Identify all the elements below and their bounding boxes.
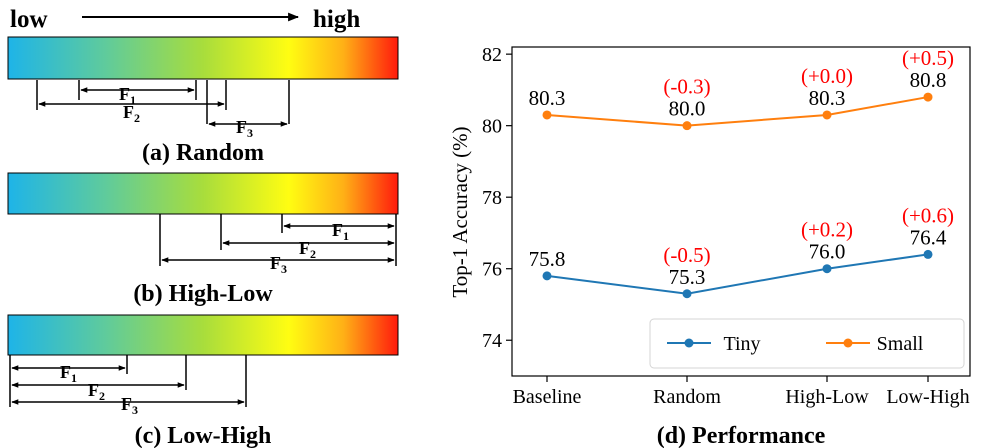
high-label: high bbox=[313, 6, 360, 33]
f3-label: F3 bbox=[270, 253, 287, 276]
delta-label: (+0.5) bbox=[902, 46, 954, 70]
high-low-diagram: F1 F2 F3 (b) High-Low bbox=[7, 172, 399, 307]
series-line-small bbox=[546, 96, 929, 127]
frequency-bar-random bbox=[7, 36, 399, 80]
data-point bbox=[682, 121, 692, 131]
delta-label: (+0.6) bbox=[902, 203, 954, 227]
value-label: 80.3 bbox=[809, 86, 846, 110]
delta-label: (-0.3) bbox=[663, 75, 710, 99]
f2-label: F2 bbox=[299, 238, 316, 261]
f3-label: F3 bbox=[121, 394, 138, 417]
value-label: 76.4 bbox=[910, 225, 947, 249]
low-high-diagram: F1 F2 F3 (c) Low-High bbox=[7, 314, 399, 448]
y-axis: 74 76 78 80 82 bbox=[482, 44, 512, 352]
data-point bbox=[542, 271, 552, 281]
frequency-bar-low-high bbox=[7, 314, 399, 356]
legend-marker-small bbox=[843, 338, 853, 348]
random-diagram: F1 F2 F3 (a) Random bbox=[7, 36, 399, 166]
plot-frame bbox=[511, 46, 971, 377]
data-point bbox=[923, 92, 933, 102]
legend-marker-tiny bbox=[684, 338, 694, 348]
legend-label-tiny: Tiny bbox=[723, 333, 760, 355]
series-layer bbox=[542, 92, 933, 299]
delta-label: (+0.0) bbox=[801, 64, 853, 88]
x-axis: Baseline Random High-Low Low-High bbox=[513, 376, 970, 408]
data-labels: 75.8 75.3(-0.5) 76.0(+0.2) 76.4(+0.6) 80.3 80… bbox=[529, 46, 954, 289]
x-tick-label: High-Low bbox=[785, 386, 869, 408]
frequency-bar-high-low bbox=[7, 172, 399, 215]
x-tick-label: Baseline bbox=[513, 386, 582, 408]
f1-label: F1 bbox=[119, 84, 136, 107]
value-label: 80.8 bbox=[910, 68, 947, 92]
value-label: 76.0 bbox=[809, 240, 846, 264]
x-tick-label: Random bbox=[653, 386, 721, 408]
caption-low-high: (c) Low-High bbox=[135, 423, 272, 448]
delta-label: (+0.2) bbox=[801, 218, 853, 242]
y-axis-label: Top-1 Accuracy (%) bbox=[448, 126, 472, 297]
value-label: 80.0 bbox=[669, 97, 706, 121]
frequency-panel: low high F1 F2 F3 (a) Random bbox=[7, 6, 399, 448]
f2-label: F2 bbox=[88, 380, 105, 403]
data-point bbox=[822, 264, 832, 274]
caption-high-low: (b) High-Low bbox=[133, 281, 273, 307]
data-point bbox=[682, 289, 692, 299]
low-label: low bbox=[10, 6, 48, 33]
y-tick-label: 74 bbox=[482, 330, 502, 352]
legend-box bbox=[649, 318, 965, 369]
y-tick-label: 76 bbox=[482, 259, 502, 281]
value-label: 75.3 bbox=[669, 265, 706, 289]
caption-performance: (d) Performance bbox=[657, 423, 826, 448]
f2-label: F2 bbox=[123, 102, 140, 125]
value-label: 80.3 bbox=[529, 86, 566, 110]
x-tick-label: Low-High bbox=[886, 386, 969, 408]
data-point bbox=[822, 110, 832, 120]
caption-random: (a) Random bbox=[142, 140, 264, 166]
legend-label-small: Small bbox=[877, 333, 924, 355]
y-tick-label: 82 bbox=[482, 44, 502, 66]
performance-chart: 74 76 78 80 82 Baseline Random High-Low Low-Hig… bbox=[448, 44, 971, 448]
series-line-tiny bbox=[546, 253, 929, 295]
f1-label: F1 bbox=[60, 362, 77, 385]
y-tick-label: 80 bbox=[482, 116, 502, 138]
y-tick-label: 78 bbox=[482, 187, 502, 209]
f1-label: F1 bbox=[332, 220, 349, 243]
f3-label: F3 bbox=[236, 117, 253, 140]
data-point bbox=[542, 110, 552, 120]
data-point bbox=[923, 249, 933, 259]
value-label: 75.8 bbox=[529, 247, 566, 271]
delta-label: (-0.5) bbox=[663, 243, 710, 267]
legend: Tiny Small bbox=[649, 318, 965, 369]
